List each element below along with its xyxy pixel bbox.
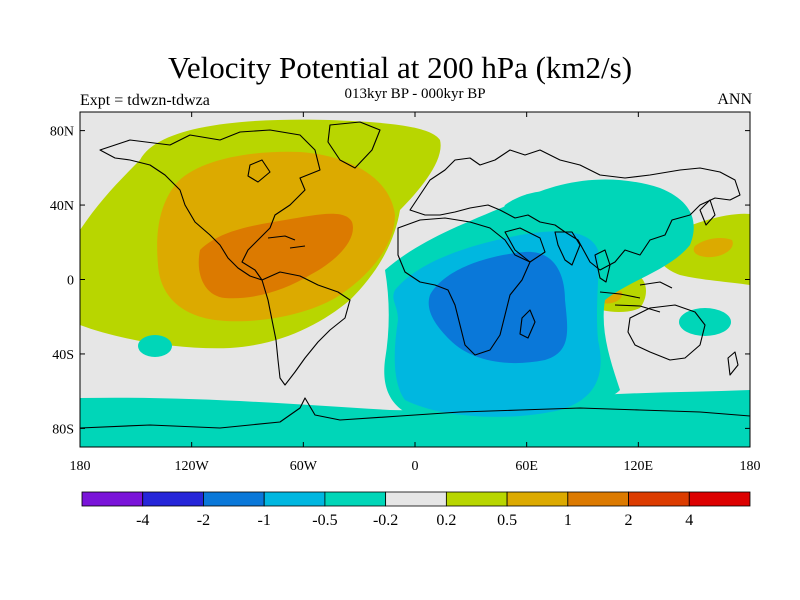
- colorbar-swatch: [142, 491, 204, 507]
- colorbar: -4 -2 -1 -0.5 -0.2 0.2 0.5 1 2 4: [81, 491, 751, 529]
- coast-new-zealand: [727, 351, 739, 376]
- colorbar-label: -0.2: [373, 512, 398, 529]
- lat-tick-label: 40N: [50, 199, 74, 214]
- colorbar-swatch: [567, 491, 629, 507]
- lon-tick-label: 120E: [624, 459, 654, 474]
- colorbar-swatch: [628, 491, 690, 507]
- colorbar-label: 0.5: [497, 512, 517, 529]
- coast-africa: [397, 217, 531, 356]
- contour-negative-0.2-southpacific: [138, 335, 172, 357]
- colorbar-label: -0.5: [312, 512, 337, 529]
- map-panel: 80N 40N 0 40S 80S 180 120W 60W 0 60E 120E 180: [50, 111, 761, 474]
- coast-indonesia: [599, 281, 673, 313]
- contour-positive-1: [198, 213, 353, 299]
- lon-tick-label: 60E: [515, 459, 538, 474]
- colorbar-label: 1: [564, 512, 572, 529]
- colorbar-swatch: [263, 491, 326, 507]
- colorbar-label: -1: [258, 512, 271, 529]
- lon-tick-label: 60W: [290, 459, 318, 474]
- colorbar-swatch: [324, 491, 387, 507]
- lat-tick-label: 80N: [50, 125, 74, 140]
- coast-caribbean: [267, 235, 306, 249]
- colorbar-swatch: [688, 491, 751, 507]
- colorbar-swatch: [506, 491, 569, 507]
- colorbar-swatch: [203, 491, 265, 507]
- contour-negative-0.2-australia: [679, 308, 731, 336]
- coast-greenland: [327, 121, 381, 169]
- colorbar-swatch: [81, 491, 144, 507]
- lon-tick-label: 180: [70, 459, 91, 474]
- coast-north-america: [99, 129, 321, 281]
- longitude-ticks: 180 120W 60W 0 60E 120E 180: [70, 112, 761, 474]
- colorbar-label: 4: [685, 512, 693, 529]
- lon-tick-label: 0: [412, 459, 419, 474]
- lat-tick-label: 0: [67, 274, 74, 289]
- coast-japan: [699, 199, 716, 226]
- colorbar-swatch: [445, 491, 508, 507]
- coast-antarctica: [80, 397, 750, 429]
- lat-tick-label: 40S: [52, 348, 74, 363]
- coast-europe: [409, 149, 741, 271]
- latitude-ticks: 80N 40N 0 40S 80S: [50, 125, 750, 437]
- lon-tick-label: 180: [740, 459, 761, 474]
- plot-title: Velocity Potential at 200 hPa (km2/s): [167, 50, 633, 85]
- contour-positive-0.5-pacific: [693, 238, 733, 258]
- coast-madagascar: [519, 309, 536, 339]
- coast-south-america: [261, 271, 351, 386]
- season-label: ANN: [717, 91, 752, 108]
- colorbar-label: -4: [136, 512, 149, 529]
- coast-australia: [627, 304, 706, 361]
- plot-subtitle: 013kyr BP - 000kyr BP: [344, 86, 486, 102]
- coast-southeast-asia: [594, 249, 611, 283]
- colorbar-swatch: [385, 491, 447, 507]
- colorbar-label: -2: [197, 512, 210, 529]
- colorbar-label: 0.2: [436, 512, 456, 529]
- experiment-label: Expt = tdwzn-tdwza: [80, 92, 210, 109]
- coast-india: [554, 231, 581, 266]
- coast-arabia: [504, 227, 546, 263]
- colorbar-label: 2: [625, 512, 633, 529]
- coast-hudson: [247, 159, 271, 183]
- contour-negative-0.2-atlantic: [503, 190, 575, 222]
- lat-tick-label: 80S: [52, 422, 74, 437]
- contour-negative-1: [428, 251, 568, 364]
- lon-tick-label: 120W: [175, 459, 210, 474]
- coastlines: [80, 121, 750, 429]
